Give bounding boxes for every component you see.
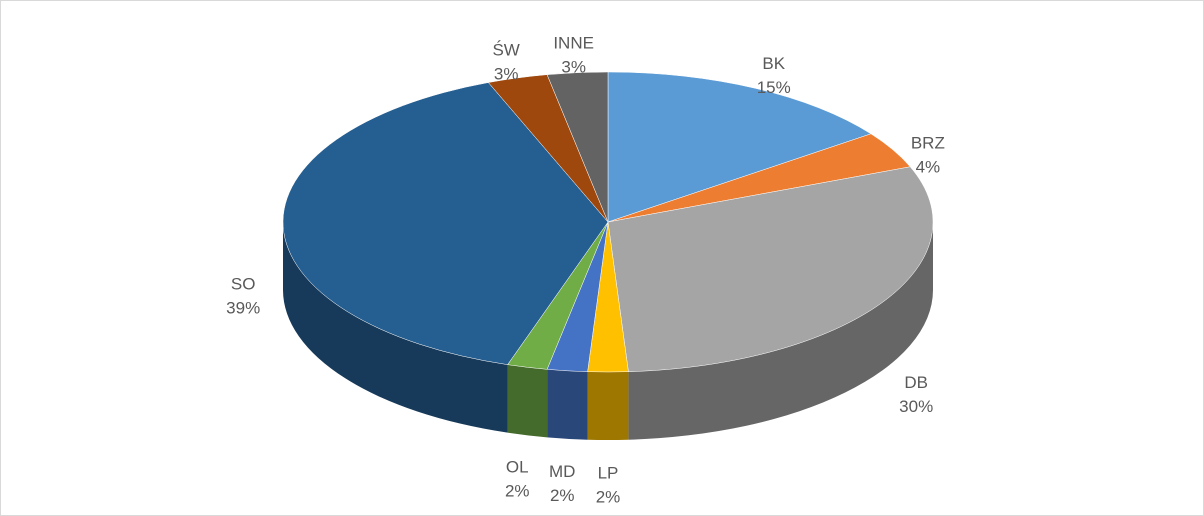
data-label-category: OL: [506, 457, 529, 476]
data-label-value: 2%: [596, 487, 621, 506]
data-label-category: BK: [762, 54, 785, 73]
pie-slice-side: [587, 371, 629, 440]
pie-slice: [546, 71, 609, 223]
pie-slice-side: [283, 222, 508, 433]
pie-slice-side: [628, 222, 933, 440]
data-label-category: DB: [904, 373, 928, 392]
data-label-category: MD: [549, 462, 575, 481]
data-label-category: ŚW: [492, 40, 519, 59]
pie-slice-side: [547, 369, 588, 440]
data-label-value: 3%: [561, 58, 586, 77]
pie-slice: [607, 71, 872, 223]
pie-slice-side: [507, 364, 548, 438]
pie-slice: [607, 166, 934, 372]
data-label-value: 39%: [226, 299, 260, 318]
data-label-value: 15%: [757, 78, 791, 97]
data-label-value: 3%: [494, 64, 519, 83]
data-label-value: 30%: [899, 397, 933, 416]
data-label-category: INNE: [553, 34, 594, 53]
data-label-category: BRZ: [911, 134, 945, 153]
data-label-value: 4%: [916, 158, 941, 177]
data-label-category: LP: [598, 463, 619, 482]
pie-slice: [282, 82, 609, 365]
data-label-category: SO: [231, 275, 256, 294]
data-label-value: 2%: [550, 486, 575, 505]
data-label-value: 2%: [505, 481, 530, 500]
